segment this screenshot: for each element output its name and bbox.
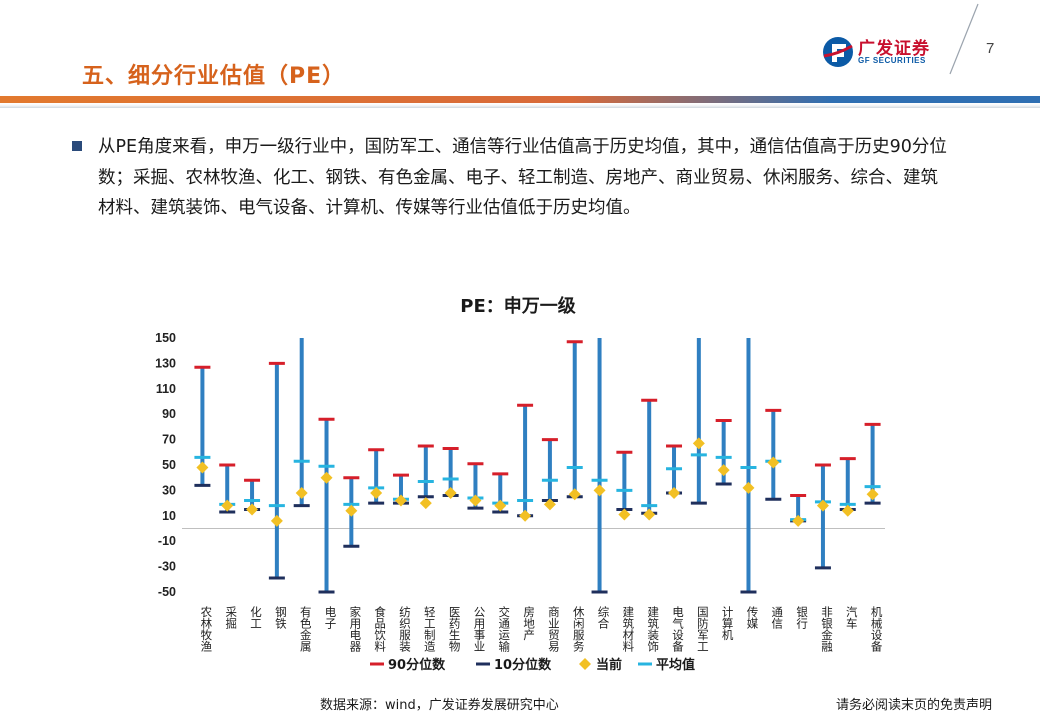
y-tick-label: -10 — [158, 534, 176, 548]
current-marker — [270, 514, 283, 527]
current-marker — [742, 481, 755, 494]
category-label: 化工 — [249, 605, 263, 629]
y-tick-label: 50 — [162, 458, 176, 472]
current-marker — [494, 499, 507, 512]
category-label: 家用电器 — [348, 605, 362, 653]
y-tick-label: 90 — [162, 407, 176, 421]
category-label: 休闲服务 — [572, 606, 586, 652]
y-tick-label: -30 — [158, 560, 176, 574]
current-marker — [866, 488, 879, 501]
category-label: 银行 — [795, 605, 809, 630]
y-tick-label: 70 — [162, 433, 176, 447]
category-label: 商业贸易 — [547, 605, 561, 653]
category-label: 传媒 — [745, 605, 759, 630]
current-marker — [767, 456, 780, 469]
y-tick-label: 110 — [156, 382, 176, 396]
category-label: 公用事业 — [472, 606, 486, 652]
logo-cn-text: 广发证券 — [858, 39, 930, 59]
header-band — [0, 96, 1040, 108]
category-label: 建筑装饰 — [646, 605, 660, 652]
current-marker — [792, 514, 805, 527]
current-marker — [221, 499, 234, 512]
legend-label: 平均值 — [656, 657, 695, 673]
category-label: 房地产 — [522, 606, 536, 641]
category-label: 综合 — [597, 605, 611, 629]
page-number: 7 — [986, 40, 995, 57]
logo-en-text: GF SECURITIES — [858, 56, 926, 65]
category-label: 汽车 — [845, 605, 859, 630]
current-marker — [370, 486, 383, 499]
category-label: 交通运输 — [497, 605, 511, 653]
current-marker — [593, 484, 606, 497]
current-marker — [841, 504, 854, 517]
gf-logo-icon — [823, 37, 853, 67]
y-tick-label: -50 — [158, 585, 176, 599]
category-label: 计算机 — [721, 606, 735, 641]
category-label: 建筑材料 — [621, 605, 635, 653]
current-marker — [618, 508, 631, 521]
category-label: 非银金融 — [820, 606, 834, 653]
current-marker — [394, 494, 407, 507]
category-label: 电气设备 — [671, 606, 685, 653]
current-marker — [717, 464, 730, 477]
current-marker — [419, 497, 432, 510]
y-tick-label: 30 — [162, 483, 176, 497]
current-marker — [568, 488, 581, 501]
category-label: 国防军工 — [696, 606, 710, 652]
y-tick-label: 130 — [155, 356, 176, 370]
current-marker — [692, 437, 705, 450]
current-marker — [320, 471, 333, 484]
current-marker — [444, 486, 457, 499]
current-marker — [519, 509, 532, 522]
bullet-square-icon — [72, 141, 82, 151]
category-label: 电子 — [324, 606, 338, 629]
category-label: 食品饮料 — [373, 605, 387, 653]
footer-disclaimer: 请务必阅读末页的免责声明 — [836, 698, 993, 713]
category-label: 有色金属 — [299, 605, 313, 653]
pe-chart: PE：申万一级 150 130 110 90 70 50 30 10 -10 -30 -50 农林牧渔采… — [155, 295, 885, 673]
y-tick-label: 150 — [155, 331, 176, 345]
current-marker — [469, 494, 482, 507]
legend-label: 90分位数 — [388, 657, 446, 673]
legend-swatch — [579, 658, 591, 670]
legend-label: 当前 — [596, 657, 622, 673]
category-label: 纺织服装 — [398, 605, 412, 653]
category-label: 通信 — [770, 606, 784, 630]
current-marker — [295, 486, 308, 499]
category-label: 采掘 — [224, 606, 238, 630]
category-label: 机械设备 — [870, 605, 884, 653]
category-label: 农林牧渔 — [199, 605, 213, 653]
current-marker — [668, 486, 681, 499]
bullet-text: 从PE角度来看，申万一级行业中，国防军工、通信等行业估值高于历史均值，其中，通信… — [98, 137, 947, 218]
divider-slash — [949, 3, 979, 75]
current-marker — [816, 499, 829, 512]
current-marker — [345, 504, 358, 517]
footer-source: 数据来源：wind，广发证券发展研究中心 — [320, 698, 559, 713]
legend-label: 10分位数 — [494, 657, 552, 673]
current-marker — [246, 503, 259, 516]
category-label: 钢铁 — [274, 606, 288, 629]
page-title: 五、细分行业估值（PE） — [82, 64, 346, 89]
current-marker — [643, 508, 656, 521]
category-label: 轻工制造 — [423, 605, 437, 652]
chart-title: PE：申万一级 — [460, 295, 576, 317]
current-marker — [196, 461, 209, 474]
current-marker — [543, 498, 556, 511]
category-label: 医药生物 — [448, 606, 462, 652]
y-tick-label: 10 — [162, 509, 176, 523]
